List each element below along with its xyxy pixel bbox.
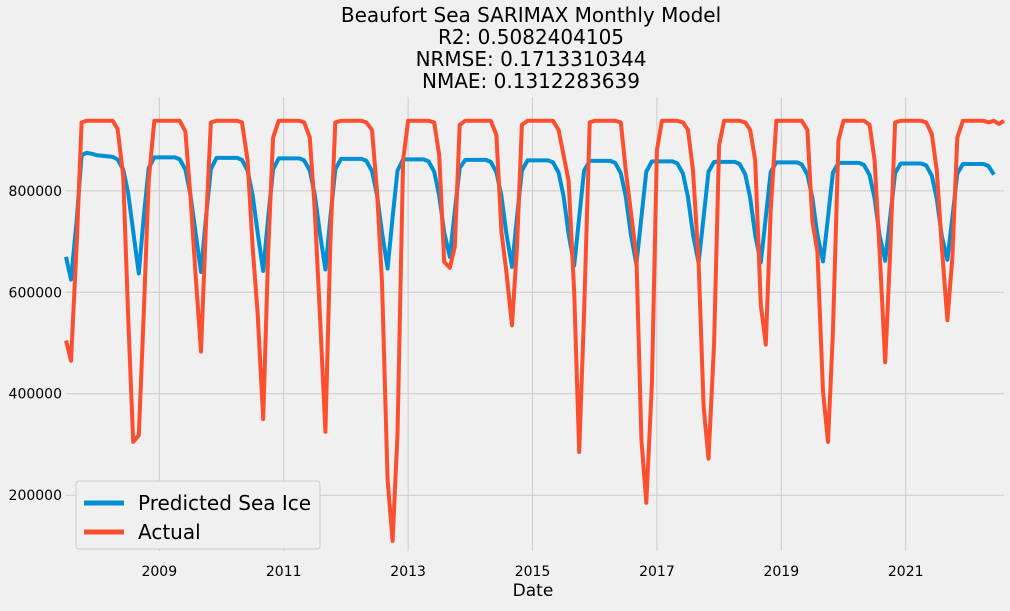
x-tick-label: 2021 xyxy=(888,564,924,580)
legend-box xyxy=(75,480,321,550)
y-tick-label: 400000 xyxy=(9,387,62,403)
chart-title-line-3: NRMSE: 0.1713310344 xyxy=(416,47,647,71)
x-tick-label: 2011 xyxy=(266,564,302,580)
chart-title-line-2: R2: 0.5082404105 xyxy=(438,25,624,49)
x-tick-label: 2013 xyxy=(390,564,426,580)
x-tick-label: 2017 xyxy=(639,564,675,580)
y-tick-label: 200000 xyxy=(9,488,62,504)
y-axis-ticks: 200000 400000 600000 800000 xyxy=(9,184,62,504)
series-lines xyxy=(64,118,1006,543)
y-tick-label: 800000 xyxy=(9,184,62,200)
legend: Predicted Sea Ice Actual xyxy=(75,480,321,550)
series-line-predicted xyxy=(64,150,996,282)
chart-title-line-1: Beaufort Sea SARIMAX Monthly Model xyxy=(341,3,721,27)
x-tick-label: 2019 xyxy=(763,564,799,580)
legend-label-actual: Actual xyxy=(138,520,201,544)
series-line-actual xyxy=(64,118,1006,543)
x-axis-label: Date xyxy=(513,581,554,601)
chart-title: Beaufort Sea SARIMAX Monthly Model R2: 0… xyxy=(341,3,721,93)
x-tick-label: 2015 xyxy=(515,564,551,580)
x-axis-ticks: 2009 2011 2013 2015 2017 2019 2021 xyxy=(141,564,923,580)
y-tick-label: 600000 xyxy=(9,285,62,301)
x-tick-label: 2009 xyxy=(141,564,177,580)
legend-label-predicted: Predicted Sea Ice xyxy=(138,491,311,515)
chart-title-line-4: NMAE: 0.1312283639 xyxy=(422,69,640,93)
